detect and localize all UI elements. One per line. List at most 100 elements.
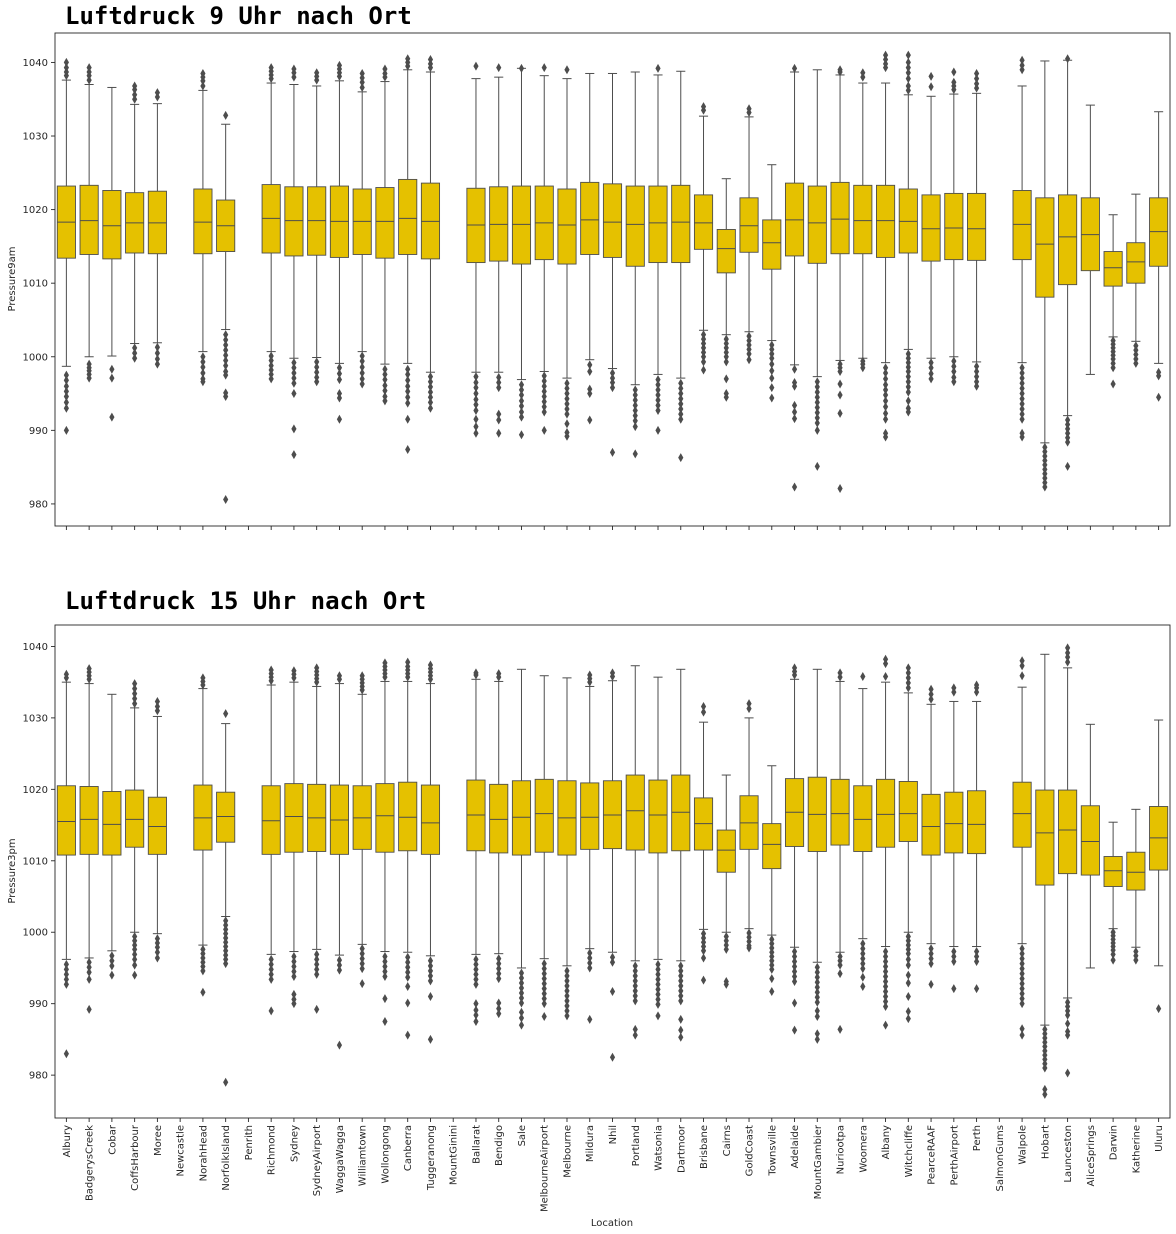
box-pearce-raaf: [921, 71, 941, 384]
outlier-point: [791, 63, 798, 73]
x-tick-label: BadgerysCreek: [85, 1125, 96, 1201]
outlier-point: [359, 959, 365, 969]
outlier-point: [132, 81, 138, 91]
outlier-point: [154, 701, 160, 711]
box-sydney-airport: [307, 68, 327, 387]
outlier-point: [973, 984, 980, 994]
iqr-box: [921, 793, 941, 856]
outlier-point: [700, 707, 707, 717]
outlier-point: [382, 1017, 388, 1027]
box-coffs-harbour: [125, 81, 145, 363]
outlier-point: [1065, 657, 1071, 667]
x-tick-label: AliceSprings: [1086, 1125, 1097, 1187]
outlier-point: [678, 453, 684, 463]
iqr-box: [1058, 789, 1078, 875]
outlier-point: [1019, 373, 1025, 383]
x-tick-label: SalmonGums: [995, 1125, 1006, 1192]
outlier-point: [655, 385, 661, 395]
outlier-point: [814, 418, 820, 428]
outlier-point: [951, 361, 957, 371]
box-walpole: [1012, 55, 1032, 442]
outlier-point: [1019, 404, 1025, 414]
iqr-box: [375, 187, 395, 259]
outlier-point: [791, 400, 798, 410]
iqr-box: [79, 184, 99, 255]
outlier-point: [746, 943, 752, 953]
outlier-point: [837, 379, 843, 389]
outlier-point: [86, 664, 92, 674]
outlier-point: [632, 405, 638, 415]
outlier-point: [791, 998, 798, 1008]
outlier-point: [1019, 368, 1025, 378]
box-melbourne-airport: [534, 63, 554, 435]
outlier-point: [564, 383, 570, 393]
outlier-point: [223, 355, 229, 365]
box-norfolk-island: [216, 110, 236, 505]
outlier-point: [882, 368, 889, 378]
box-uluru: [1149, 719, 1169, 1014]
x-tick-label: PerthAirport: [949, 1125, 960, 1186]
outlier-point: [951, 356, 957, 366]
outlier-point: [63, 425, 69, 435]
outlier-point: [382, 380, 388, 390]
x-tick-label: PearceRAAF: [927, 1125, 938, 1185]
x-tick-label: Nuriootpa: [836, 1125, 847, 1174]
iqr-box: [625, 185, 645, 267]
x-tick-label: Watsonia: [654, 1125, 665, 1171]
outlier-point: [973, 947, 980, 957]
outlier-point: [154, 359, 160, 369]
outlier-point: [132, 689, 138, 699]
outlier-point: [473, 969, 479, 979]
iqr-box: [876, 184, 896, 258]
box-brisbane: [693, 102, 714, 375]
outlier-point: [291, 957, 297, 967]
x-tick-label: Nhil: [608, 1125, 619, 1144]
outlier-point: [132, 970, 138, 980]
x-tick-label: SydneyAirport: [312, 1125, 323, 1196]
box-albury: [56, 669, 76, 1059]
outlier-point: [1133, 358, 1139, 368]
iqr-box: [1126, 851, 1146, 891]
x-tick-label: Darwin: [1109, 1125, 1120, 1160]
outlier-point: [291, 368, 297, 378]
outlier-point: [496, 378, 502, 388]
outlier-point: [541, 407, 547, 417]
outlier-point: [63, 391, 69, 401]
box-launceston: [1058, 54, 1078, 471]
outlier-point: [564, 419, 570, 429]
y-tick-label: 1020: [23, 785, 48, 796]
outlier-point: [769, 359, 775, 369]
x-tick-label: Canberra: [403, 1125, 414, 1171]
iqr-box: [648, 185, 668, 264]
y-tick-label: 1030: [23, 713, 48, 724]
box-alice-springs: [1080, 723, 1100, 969]
outlier-point: [678, 976, 684, 986]
outlier-point: [791, 414, 798, 424]
iqr-box: [876, 778, 896, 848]
outlier-point: [86, 967, 92, 977]
outlier-point: [359, 954, 365, 964]
outlier-point: [1019, 363, 1025, 373]
outlier-point: [769, 987, 775, 997]
iqr-box: [216, 791, 236, 843]
x-tick-label: Dartmoor: [676, 1124, 687, 1173]
outlier-point: [473, 1017, 479, 1027]
outlier-point: [1065, 648, 1071, 658]
outlier-point: [314, 377, 320, 387]
outlier-point: [905, 377, 911, 387]
outlier-point: [905, 63, 911, 73]
iqr-box: [1126, 242, 1146, 284]
outlier-point: [928, 954, 934, 964]
outlier-point: [132, 954, 138, 964]
outlier-point: [928, 82, 934, 92]
outlier-point: [518, 988, 525, 998]
outlier-point: [564, 1011, 570, 1021]
outlier-point: [496, 954, 502, 964]
outlier-point: [291, 450, 297, 460]
outlier-point: [427, 372, 434, 382]
box-williamtown: [352, 671, 372, 989]
outlier-point: [905, 372, 911, 382]
outlier-point: [928, 684, 934, 694]
outlier-point: [814, 387, 820, 397]
outlier-point: [314, 1004, 320, 1014]
